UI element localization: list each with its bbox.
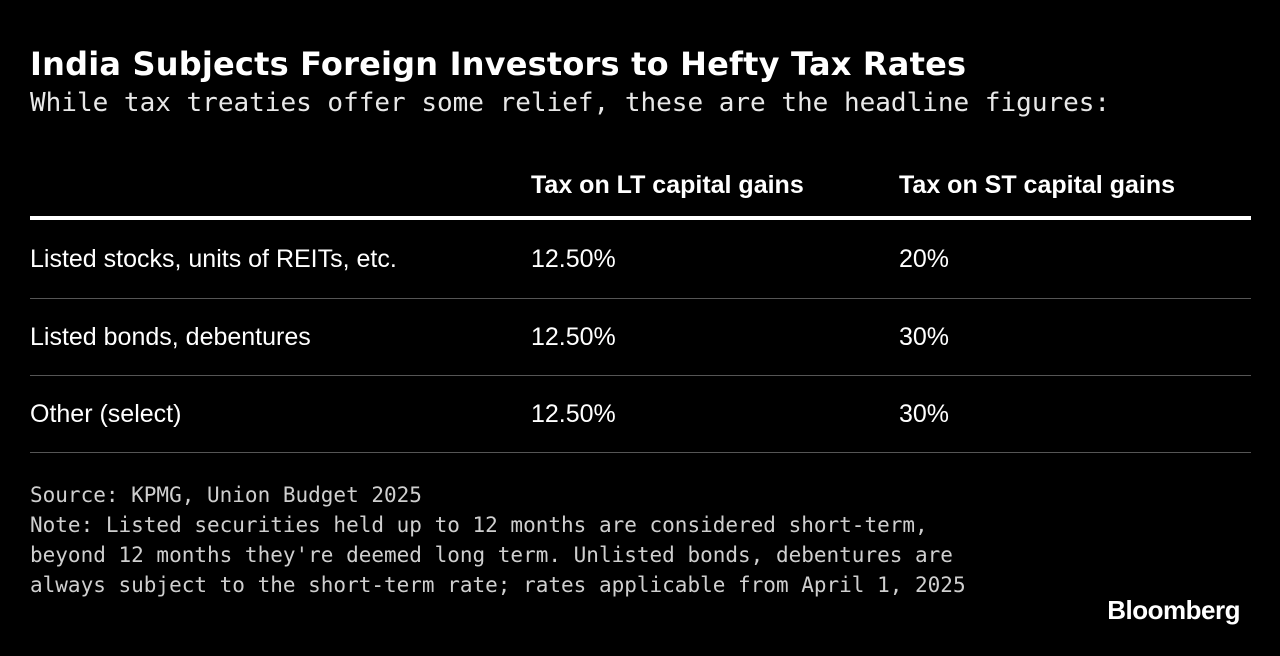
table-row: Listed stocks, units of REITs, etc. 12.5… [30,218,1251,299]
chart-frame: India Subjects Foreign Investors to Heft… [30,44,1251,597]
chart-subtitle: While tax treaties offer some relief, th… [30,88,1111,118]
chart-footer: Source: KPMG, Union Budget 2025 Note: Li… [30,480,990,600]
row-label: Other (select) [30,375,531,453]
column-header-lt-gains: Tax on LT capital gains [531,154,899,220]
st-rate-cell: 30% [899,375,1251,453]
table-row: Listed bonds, debentures 12.50% 30% [30,298,1251,376]
source-note: Source: KPMG, Union Budget 2025 [30,483,422,507]
column-header-st-gains: Tax on ST capital gains [899,154,1251,220]
tax-rate-table: Tax on LT capital gains Tax on ST capita… [30,154,1251,453]
row-label: Listed stocks, units of REITs, etc. [30,218,531,299]
lt-rate-cell: 12.50% [531,298,899,376]
lt-rate-cell: 12.50% [531,375,899,453]
st-rate-cell: 20% [899,218,1251,299]
st-rate-cell: 30% [899,298,1251,376]
table-header-row: Tax on LT capital gains Tax on ST capita… [30,154,1251,220]
column-header-category [30,154,531,220]
lt-rate-cell: 12.50% [531,218,899,299]
row-label: Listed bonds, debentures [30,298,531,376]
table-row: Other (select) 12.50% 30% [30,375,1251,453]
bloomberg-logo: Bloomberg [1107,595,1240,625]
methodology-note: Note: Listed securities held up to 12 mo… [30,513,966,597]
chart-title: India Subjects Foreign Investors to Heft… [30,45,967,83]
